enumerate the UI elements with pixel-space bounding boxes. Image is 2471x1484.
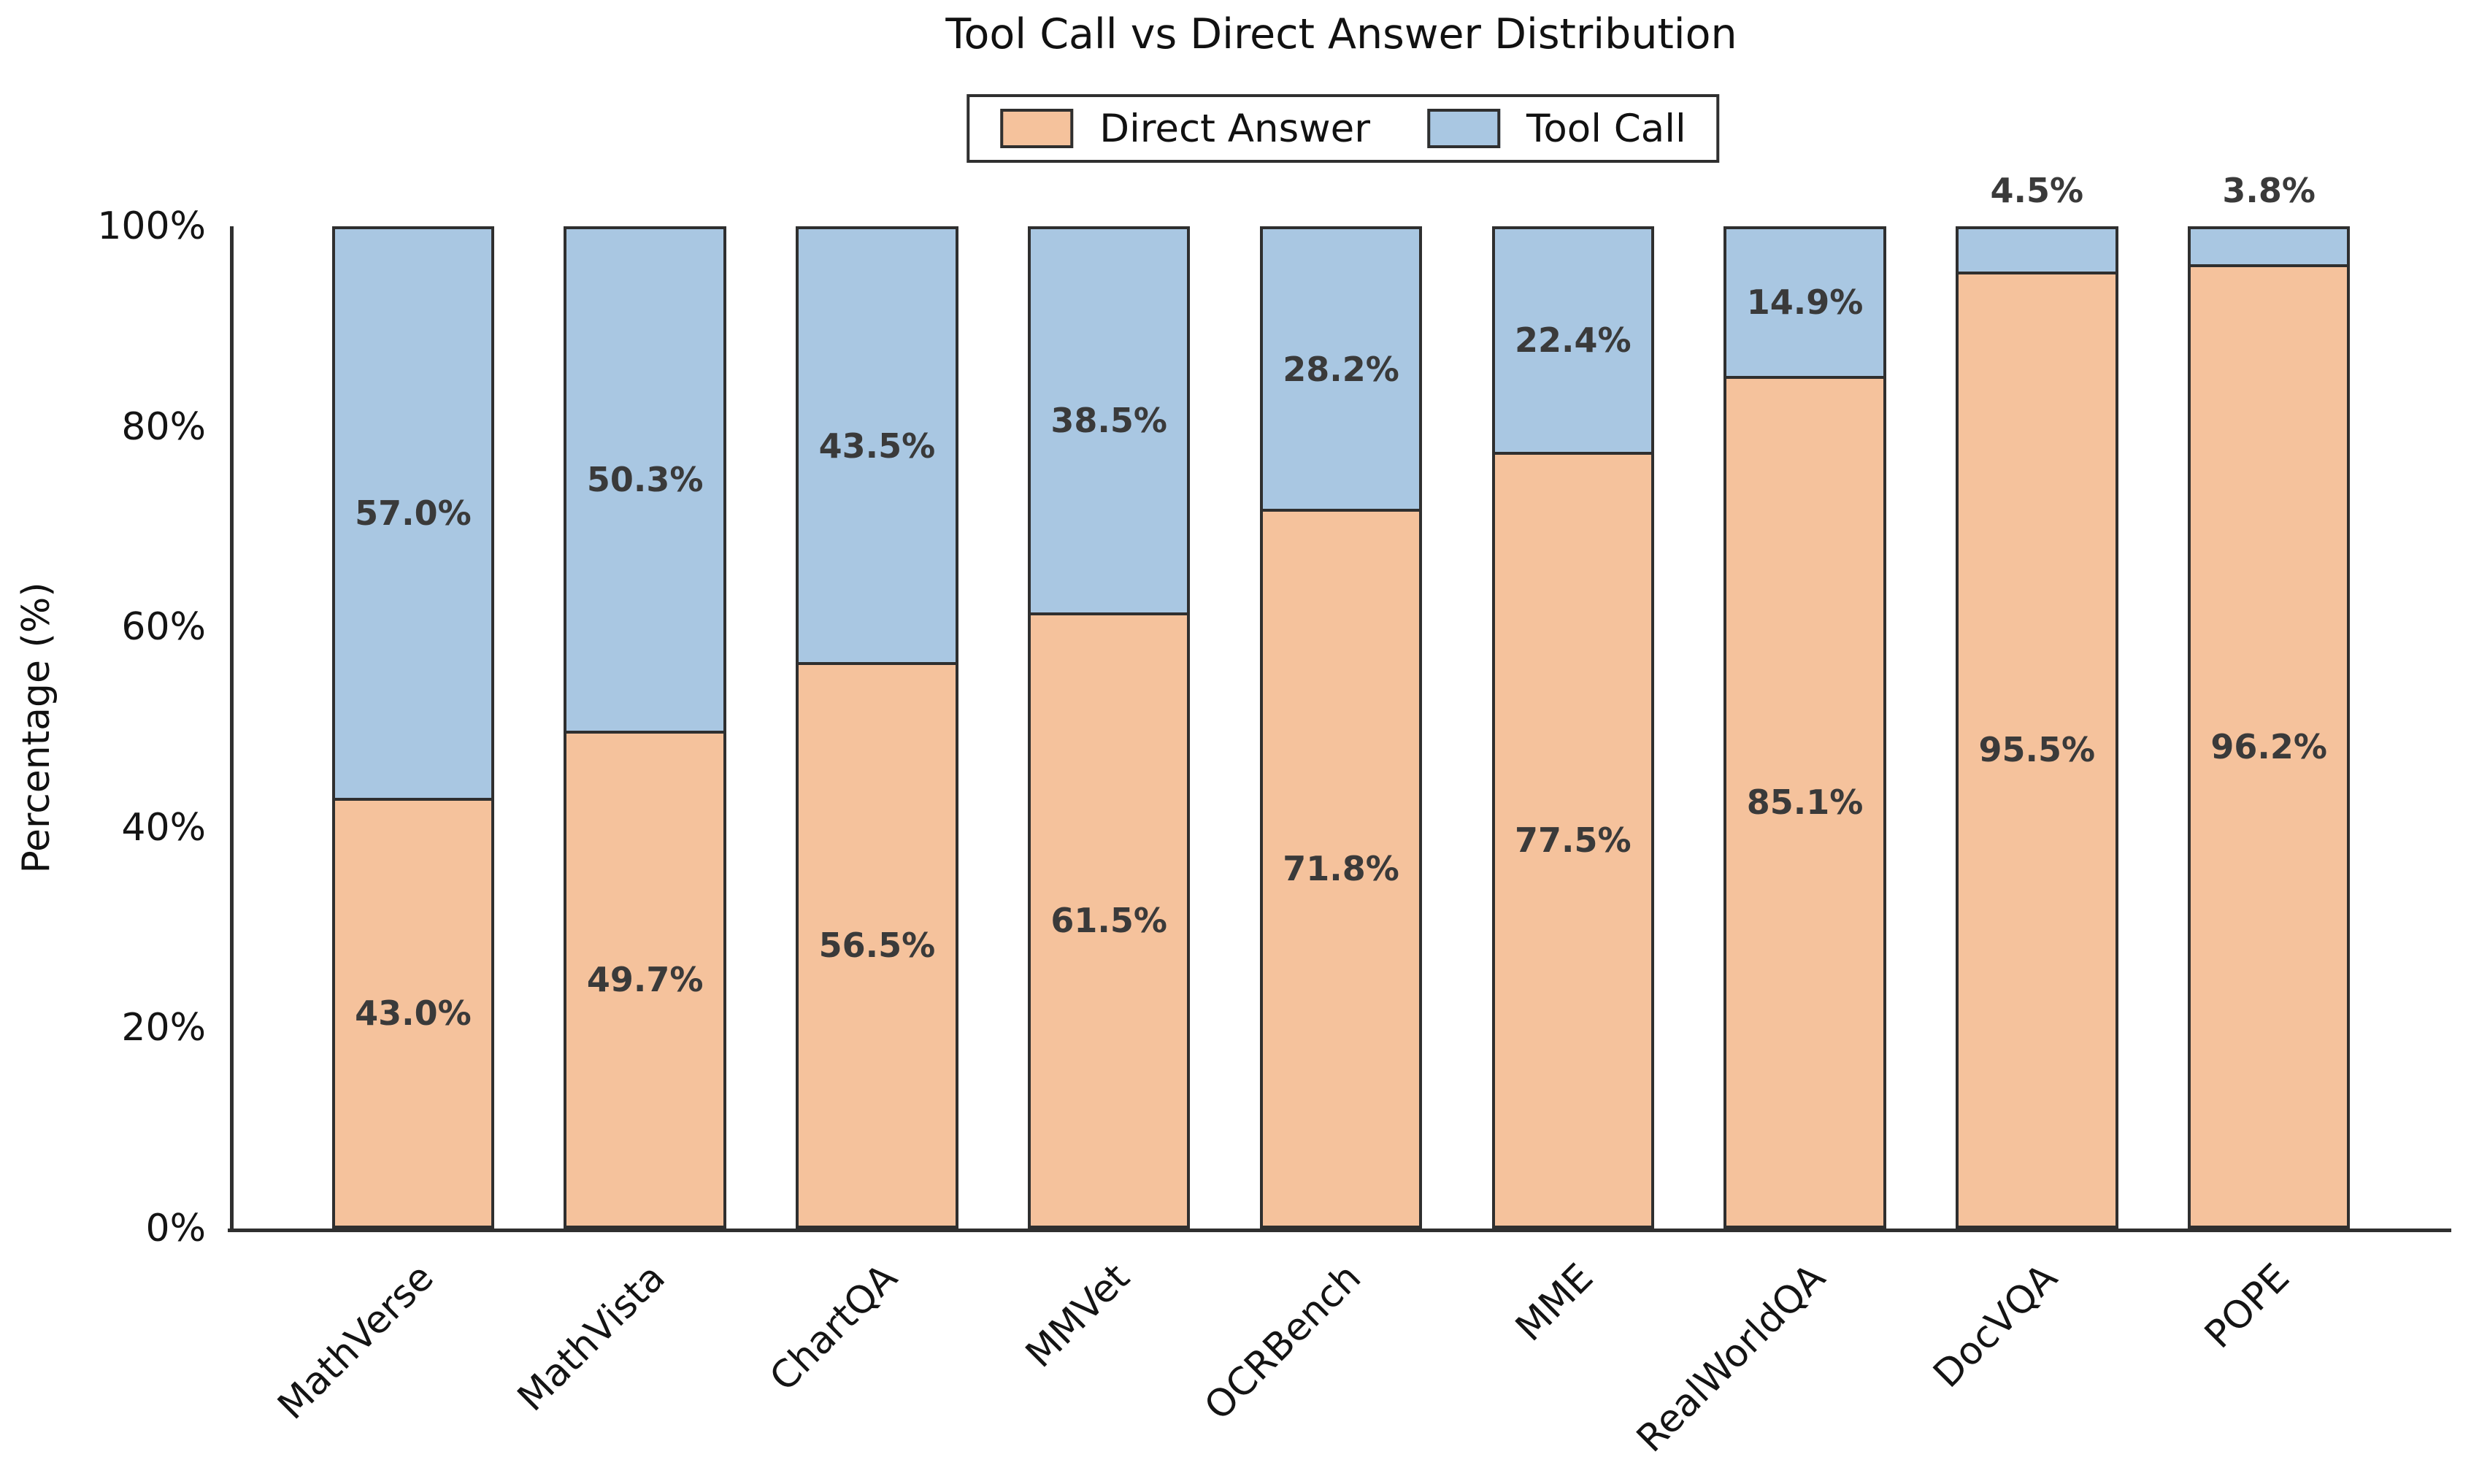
stacked-bar: 14.9% 85.1%: [1723, 226, 1886, 1229]
legend-swatch-direct-answer: [1000, 109, 1074, 148]
x-tick-text: POPE: [2196, 1256, 2298, 1358]
bar-value-label: 61.5%: [1050, 900, 1168, 940]
bar-segment-direct-answer: 71.8%: [1259, 509, 1423, 1229]
legend-item-tool-call: Tool Call: [1427, 109, 1686, 148]
bar-segment-direct-answer: 56.5%: [796, 662, 958, 1229]
bar-value-label: 71.8%: [1283, 849, 1399, 889]
y-tick-label-80: 80%: [121, 404, 206, 449]
stacked-bar: 43.5% 56.5%: [796, 226, 958, 1229]
bar-segment-tool-call: [2187, 226, 2351, 268]
chart-title: Tool Call vs Direct Answer Distribution: [945, 10, 1737, 58]
y-axis-spine: [230, 226, 234, 1232]
bar-segment-tool-call: 50.3%: [564, 226, 726, 734]
stacked-bar: 57.0% 43.0%: [331, 226, 495, 1229]
bar-segment-direct-answer: 96.2%: [2187, 264, 2351, 1229]
bar-value-label: 3.8%: [2222, 171, 2316, 210]
bar-value-label: 28.2%: [1283, 349, 1399, 389]
bar-group-mathvista: 50.3% 49.7%: [529, 226, 761, 1229]
bars-layer: 57.0% 43.0% 50.3% 49.7% 43.5% 56.5% 38.5% 61.5%…: [297, 174, 2385, 1229]
bar-value-label: 43.5%: [818, 426, 936, 466]
stacked-bar: 3.8% 96.2%: [2187, 174, 2351, 1229]
bar-segment-direct-answer: 43.0%: [331, 797, 495, 1229]
x-tick-text: DocVQA: [1925, 1256, 2066, 1396]
x-tick-text: RealWorldQA: [1628, 1256, 1834, 1461]
legend-item-direct-answer: Direct Answer: [1000, 109, 1370, 148]
bar-value-label: 38.5%: [1050, 401, 1168, 441]
bar-segment-direct-answer: 49.7%: [564, 730, 726, 1229]
bar-value-label: 77.5%: [1514, 820, 1632, 860]
bar-segment-direct-answer: 95.5%: [1956, 271, 2118, 1229]
bar-group-mmvet: 38.5% 61.5%: [993, 226, 1225, 1229]
y-axis-label: Percentage (%): [15, 582, 58, 874]
bar-segment-direct-answer: 77.5%: [1491, 451, 1654, 1229]
x-tick-text: ChartQA: [761, 1256, 907, 1400]
y-tick-label-20: 20%: [121, 1006, 206, 1050]
bar-segment-direct-answer: 61.5%: [1028, 612, 1191, 1229]
bar-group-realworldqa: 14.9% 85.1%: [1689, 226, 1921, 1229]
bar-value-label: 56.5%: [818, 926, 936, 966]
bar-segment-tool-call: 57.0%: [331, 226, 495, 801]
stacked-bar: 28.2% 71.8%: [1259, 226, 1423, 1229]
x-tick-text: MMVet: [1017, 1256, 1138, 1377]
bar-value-label: 85.1%: [1746, 782, 1864, 822]
bar-group-chartqa: 43.5% 56.5%: [761, 226, 994, 1229]
stacked-bar: 22.4% 77.5%: [1491, 226, 1654, 1229]
bar-group-pope: 3.8% 96.2%: [2153, 174, 2385, 1229]
stacked-bar: 50.3% 49.7%: [564, 226, 726, 1229]
bar-segment-tool-call: [1956, 226, 2118, 274]
x-tick-text: OCRBench: [1196, 1256, 1370, 1429]
legend-label: Tool Call: [1526, 106, 1686, 151]
bar-segment-tool-call: 14.9%: [1723, 226, 1886, 379]
x-tick-text: MathVerse: [269, 1256, 442, 1429]
legend: Direct Answer Tool Call: [967, 94, 1720, 163]
y-tick-label-100: 100%: [97, 204, 206, 248]
bar-value-label: 50.3%: [586, 460, 704, 500]
bar-value-label: 22.4%: [1514, 320, 1632, 361]
x-tick-text: MathVista: [510, 1256, 675, 1420]
x-axis-spine: [228, 1229, 2451, 1232]
bar-segment-tool-call: 28.2%: [1259, 226, 1423, 512]
legend-swatch-tool-call: [1427, 109, 1501, 148]
bar-group-mathverse: 57.0% 43.0%: [297, 226, 529, 1229]
bar-value-label: 49.7%: [586, 959, 704, 999]
stacked-bar: 4.5% 95.5%: [1956, 174, 2118, 1229]
bar-segment-tool-call: 43.5%: [796, 226, 958, 666]
y-tick-label-0: 0%: [145, 1207, 207, 1250]
bar-segment-direct-answer: 85.1%: [1723, 375, 1886, 1229]
bar-group-docvqa: 4.5% 95.5%: [1921, 174, 2153, 1229]
x-tick-text: MME: [1507, 1256, 1602, 1350]
bar-group-ocrbench: 28.2% 71.8%: [1225, 226, 1457, 1229]
bar-segment-tool-call: 38.5%: [1028, 226, 1191, 615]
bar-group-mme: 22.4% 77.5%: [1457, 226, 1689, 1229]
bar-value-label: 14.9%: [1746, 282, 1864, 323]
stacked-bar: 38.5% 61.5%: [1028, 226, 1191, 1229]
plot-area: 57.0% 43.0% 50.3% 49.7% 43.5% 56.5% 38.5% 61.5%…: [97, 174, 2451, 1461]
bar-value-label: 43.0%: [355, 993, 472, 1033]
bar-value-label: 57.0%: [355, 493, 472, 534]
bar-value-label: 4.5%: [1990, 171, 2084, 210]
bar-segment-tool-call: 22.4%: [1491, 226, 1654, 455]
bar-value-label: 96.2%: [2210, 726, 2327, 766]
y-tick-label-60: 60%: [121, 605, 206, 650]
y-tick-label-40: 40%: [121, 805, 206, 850]
legend-label: Direct Answer: [1099, 106, 1371, 151]
bar-value-label: 95.5%: [1978, 730, 2096, 770]
